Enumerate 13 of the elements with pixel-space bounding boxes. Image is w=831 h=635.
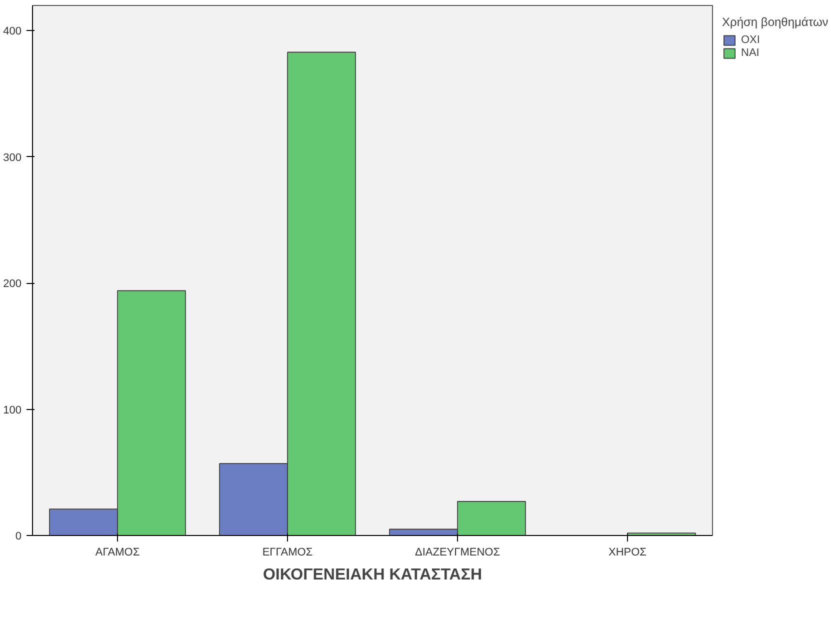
y-tick-label: 400 xyxy=(3,26,22,38)
y-tick-label: 100 xyxy=(3,404,22,416)
y-tick-label: 300 xyxy=(3,152,22,164)
x-tick-label: ΕΓΓΑΜΟΣ xyxy=(262,546,313,558)
legend-label: ΝΑΙ xyxy=(741,47,760,59)
legend-label: ΟΧΙ xyxy=(741,34,761,46)
x-tick-label: ΑΓΑΜΟΣ xyxy=(95,546,140,558)
y-tick-label: 0 xyxy=(15,530,22,542)
y-tick-label: 200 xyxy=(3,278,22,290)
legend-title: Χρήση βοηθημάτων xyxy=(722,15,828,29)
x-axis-title: ΟΙΚΟΓΕΝΕΙΑΚΗ ΚΑΤΑΣΤΑΣΗ xyxy=(262,566,482,584)
x-tick-label: ΔΙΑΖΕΥΓΜΕΝΟΣ xyxy=(415,546,500,558)
x-tick-label: ΧΗΡΟΣ xyxy=(608,546,647,558)
